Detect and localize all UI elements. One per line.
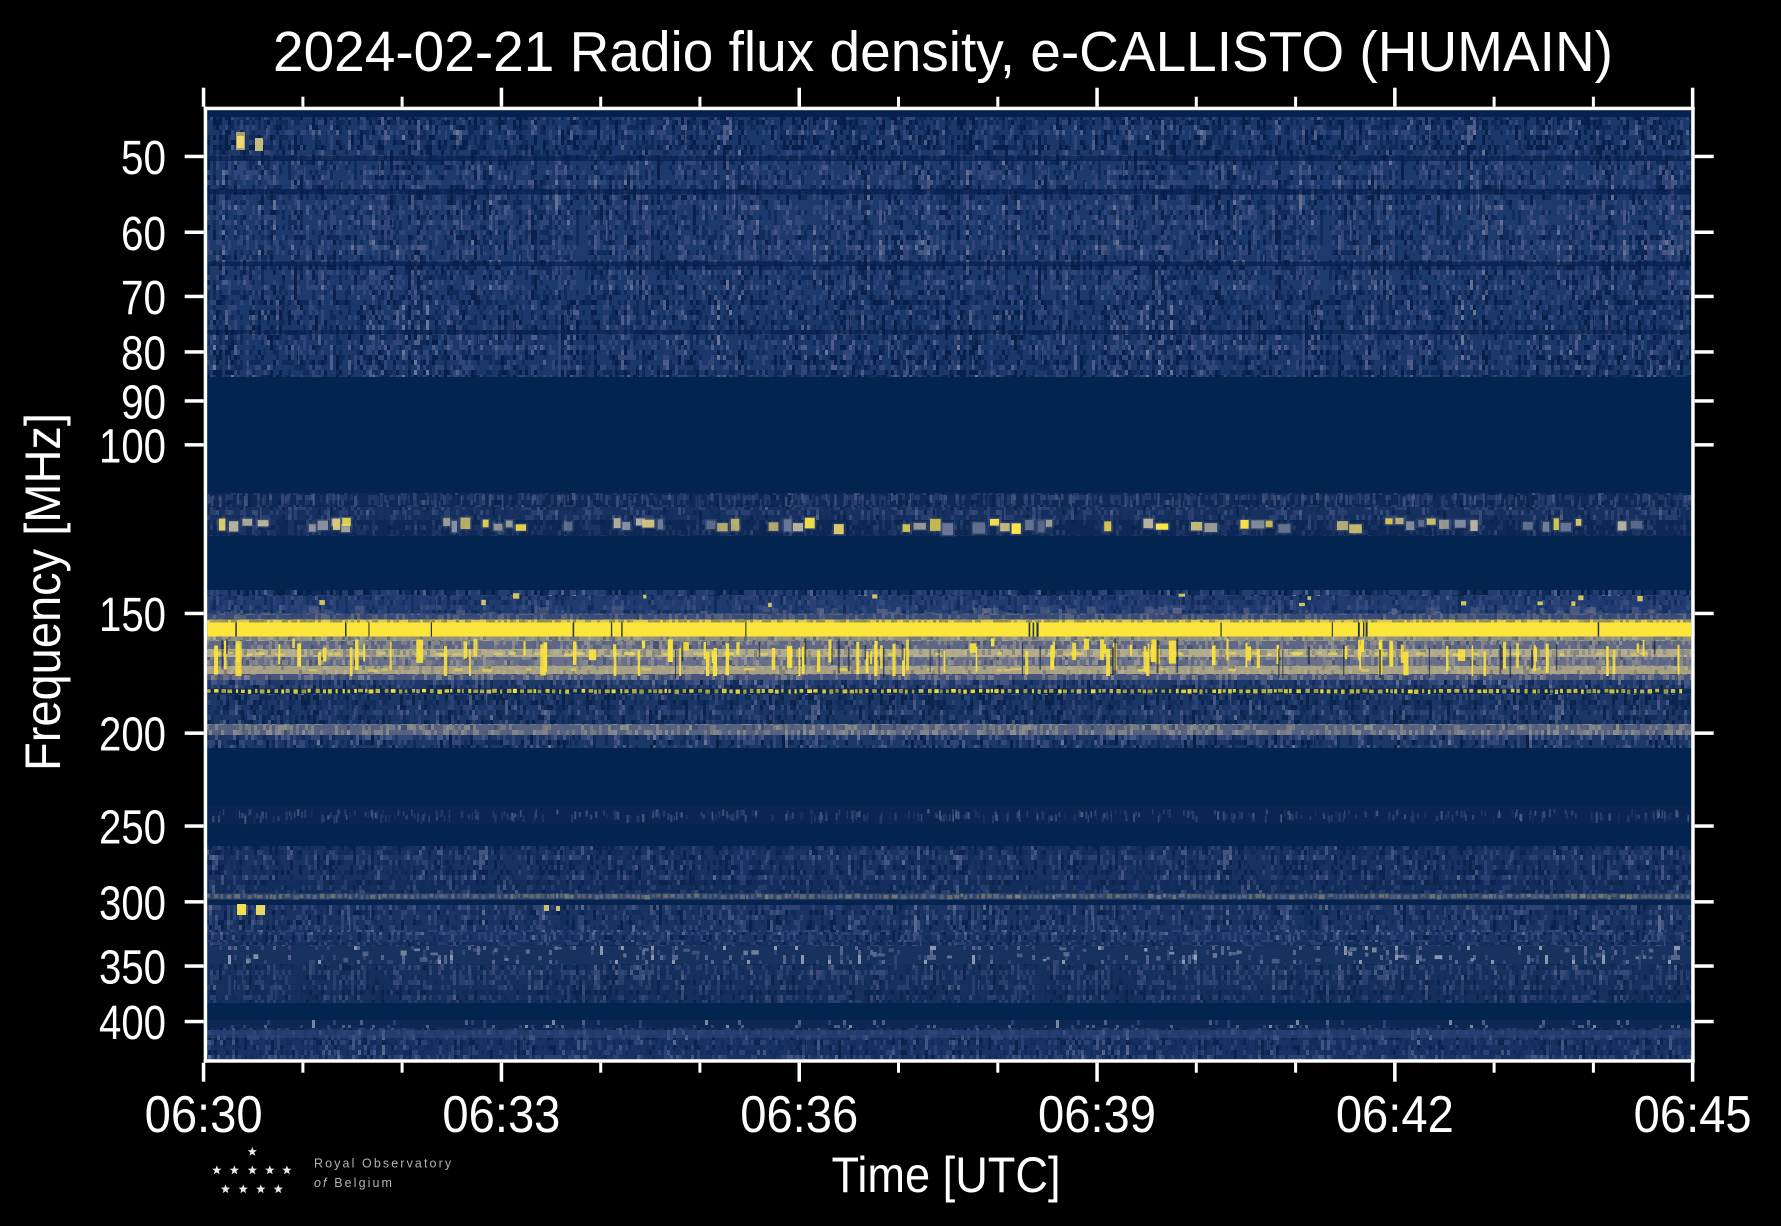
svg-text:70: 70 xyxy=(121,271,166,325)
svg-text:of Belgium: of Belgium xyxy=(314,1176,394,1190)
svg-text:60: 60 xyxy=(121,207,166,261)
svg-text:Time [UTC]: Time [UTC] xyxy=(832,1147,1061,1203)
svg-text:200: 200 xyxy=(99,708,166,762)
svg-text:50: 50 xyxy=(121,131,166,185)
svg-text:350: 350 xyxy=(99,941,166,995)
svg-text:06:42: 06:42 xyxy=(1336,1085,1454,1143)
svg-text:06:30: 06:30 xyxy=(145,1085,263,1143)
svg-text:Frequency [MHz]: Frequency [MHz] xyxy=(15,413,71,771)
svg-text:80: 80 xyxy=(121,326,166,380)
svg-text:400: 400 xyxy=(99,996,166,1050)
svg-text:06:45: 06:45 xyxy=(1634,1085,1752,1143)
svg-text:300: 300 xyxy=(99,876,166,930)
svg-text:90: 90 xyxy=(121,375,166,429)
svg-text:2024-02-21 Radio flux density,: 2024-02-21 Radio flux density, e-CALLIST… xyxy=(273,20,1613,84)
svg-text:100: 100 xyxy=(99,419,166,473)
svg-text:06:36: 06:36 xyxy=(740,1085,858,1143)
svg-text:250: 250 xyxy=(99,801,166,855)
svg-text:06:39: 06:39 xyxy=(1038,1085,1156,1143)
svg-text:06:33: 06:33 xyxy=(442,1085,560,1143)
svg-text:Royal Observatory: Royal Observatory xyxy=(314,1157,453,1171)
svg-text:150: 150 xyxy=(99,588,166,642)
